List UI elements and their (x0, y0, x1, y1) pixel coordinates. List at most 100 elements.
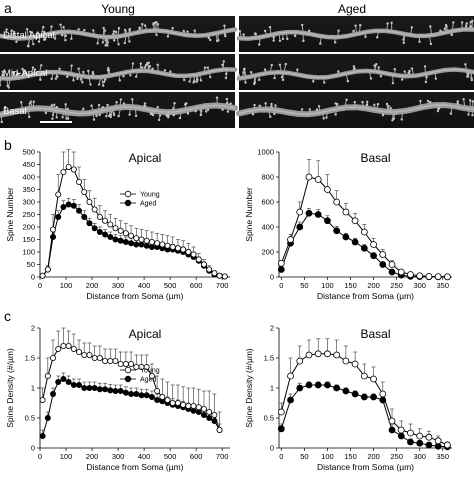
x-tick-label: 50 (300, 452, 308, 461)
data-point (360, 372, 368, 380)
data-point (159, 393, 166, 400)
data-point (379, 261, 387, 268)
micrograph-cell: Basal (0, 92, 238, 128)
data-point (351, 390, 359, 398)
series-aged (277, 381, 451, 451)
data-point (39, 272, 46, 279)
data-point (164, 242, 171, 249)
row-label: Basal (3, 106, 27, 117)
data-point (122, 389, 129, 396)
y-tick-label: 1000 (257, 148, 274, 157)
data-point (397, 432, 405, 440)
data-point (174, 245, 181, 252)
data-point (86, 384, 93, 391)
data-point (112, 357, 119, 364)
x-tick-label: 0 (38, 452, 42, 461)
y-tick-label: 2 (31, 324, 35, 333)
y-tick-label: 0 (31, 273, 35, 282)
data-point (370, 393, 377, 401)
data-point (360, 244, 368, 252)
y-tick-label: 100 (22, 248, 35, 257)
data-point (333, 351, 341, 359)
data-point (342, 387, 350, 395)
x-tick-label: 500 (164, 281, 177, 290)
data-point (148, 372, 155, 379)
legend: Young Aged (120, 190, 160, 208)
data-point (133, 241, 140, 248)
x-tick-label: 300 (413, 452, 426, 461)
data-point (44, 372, 51, 379)
data-point (206, 408, 213, 415)
y-tick-label: 350 (22, 185, 35, 194)
y-tick-label: 2 (270, 324, 274, 333)
data-point (86, 220, 93, 227)
data-point (143, 242, 150, 249)
data-point (65, 201, 72, 208)
x-tick-label: 200 (86, 281, 99, 290)
y-axis-label: Spine Number (5, 187, 15, 242)
data-point (86, 351, 93, 358)
data-point (425, 272, 433, 280)
data-point (50, 354, 57, 361)
data-point (70, 345, 77, 352)
data-point (425, 441, 433, 449)
data-point (314, 176, 322, 183)
data-point (277, 408, 285, 416)
chart-title: Apical (129, 327, 162, 341)
data-point (148, 238, 155, 245)
x-tick-label: 400 (138, 452, 151, 461)
data-point (55, 378, 62, 385)
data-point (206, 266, 213, 273)
series-young (277, 338, 451, 449)
y-tick-label: 400 (261, 223, 274, 232)
chart-b-basal: 0 200 400 600 800 1000 0 50 100 150 200 250 300 350 Di… (244, 148, 452, 301)
data-point (86, 198, 93, 205)
y-tick-label: 250 (22, 210, 35, 219)
data-point (81, 188, 88, 195)
data-point (154, 396, 161, 403)
data-point (65, 378, 72, 385)
data-point (128, 232, 135, 239)
data-point (180, 401, 187, 408)
data-point (91, 206, 98, 213)
x-tick-label: 200 (86, 452, 99, 461)
data-point (333, 384, 341, 392)
data-point (351, 217, 359, 225)
series-young (39, 327, 223, 433)
data-point (60, 375, 67, 382)
x-tick-label: 300 (112, 281, 125, 290)
data-point (91, 384, 98, 391)
data-point (133, 390, 140, 397)
y-tick-label: 50 (27, 260, 35, 269)
micrograph-cell: Mid-Apical (0, 54, 238, 90)
data-point (128, 390, 135, 397)
x-tick-label: 600 (190, 281, 203, 290)
data-point (305, 209, 313, 217)
y-tick-label: 1 (31, 384, 35, 393)
data-point (60, 342, 67, 349)
data-point (76, 178, 83, 185)
data-point (128, 360, 135, 367)
data-point (351, 360, 359, 368)
data-point (370, 241, 377, 248)
x-tick-label: 0 (279, 281, 283, 290)
x-tick-label: 50 (300, 281, 308, 290)
data-point (154, 387, 161, 394)
legend-marker (124, 190, 132, 198)
data-point (60, 203, 67, 210)
data-point (425, 433, 433, 441)
data-point (65, 163, 72, 170)
legend-marker (124, 366, 132, 374)
data-point (148, 393, 155, 400)
data-point (351, 238, 359, 246)
y-tick-label: 1.5 (25, 354, 35, 363)
data-point (221, 273, 228, 280)
data-point (44, 414, 51, 421)
data-point (122, 230, 129, 237)
series-young (39, 149, 228, 280)
data-point (60, 168, 67, 175)
micrograph-cell: Distal Apical (0, 16, 238, 52)
y-tick-label: 300 (22, 198, 35, 207)
data-point (133, 235, 140, 242)
